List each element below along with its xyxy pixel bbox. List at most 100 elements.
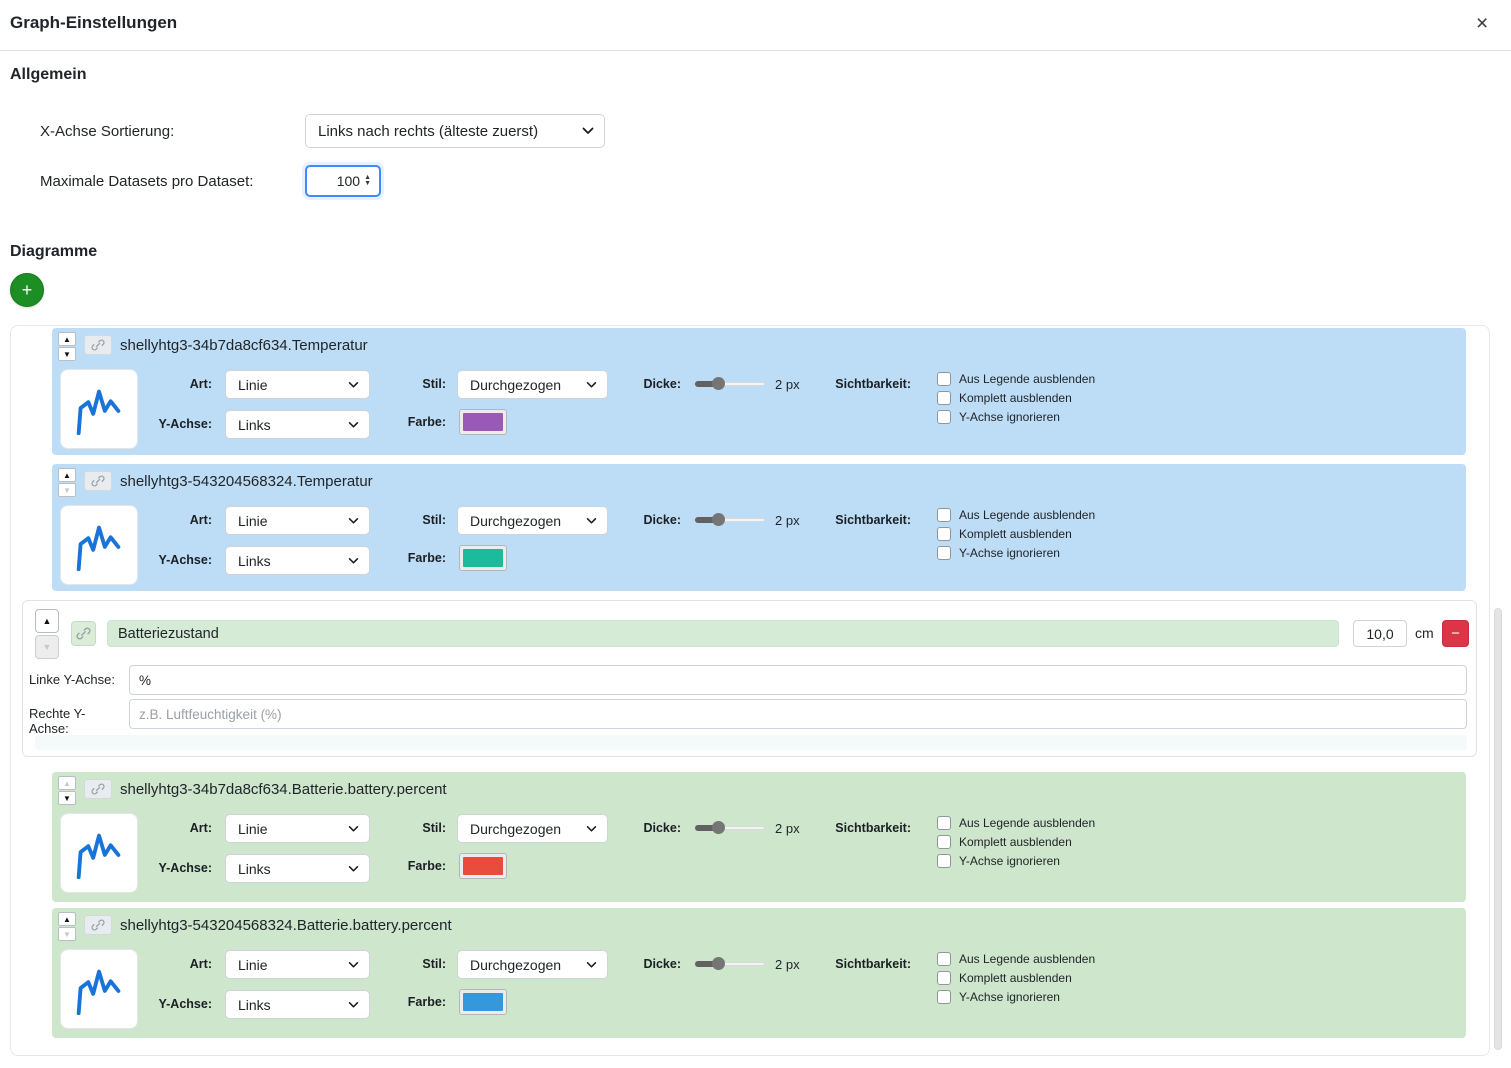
dataset-title: shellyhtg3-34b7da8cf634.Temperatur bbox=[120, 337, 368, 354]
move-down-button[interactable]: ▼ bbox=[58, 483, 76, 497]
color-swatch-button[interactable] bbox=[459, 989, 507, 1015]
scrollbar-thumb[interactable] bbox=[1494, 608, 1502, 1050]
slider-knob[interactable] bbox=[712, 821, 725, 834]
link-icon-button[interactable] bbox=[84, 915, 112, 935]
checkbox-komplett[interactable] bbox=[937, 391, 951, 405]
checkbox-komplett[interactable] bbox=[937, 971, 951, 985]
x-axis-sort-select[interactable]: Links nach rechts (älteste zuerst) bbox=[305, 114, 605, 148]
left-axis-input[interactable] bbox=[129, 665, 1467, 695]
art-select[interactable]: Linie bbox=[225, 814, 370, 843]
y-axis-label: Y-Achse: bbox=[158, 997, 213, 1011]
unit-label: cm bbox=[1415, 625, 1434, 641]
checkbox-aus-legende[interactable] bbox=[937, 508, 951, 522]
chart-height-input[interactable] bbox=[1353, 620, 1407, 647]
dataset-card: ▲ ▼ shellyhtg3-34b7da8cf634.Batterie.bat… bbox=[52, 772, 1466, 902]
slider-fill bbox=[695, 961, 721, 967]
close-icon[interactable]: × bbox=[1476, 12, 1489, 35]
chevron-down-icon bbox=[348, 517, 359, 524]
art-value: Linie bbox=[238, 376, 268, 393]
style-select[interactable]: Durchgezogen bbox=[457, 950, 608, 979]
thickness-value: 2 px bbox=[775, 821, 800, 836]
chevron-down-icon bbox=[348, 825, 359, 832]
color-swatch-button[interactable] bbox=[459, 409, 507, 435]
style-value: Durchgezogen bbox=[470, 956, 562, 973]
visibility-option-row: Komplett ausblenden bbox=[937, 971, 1095, 985]
move-up-button[interactable]: ▲ bbox=[58, 332, 76, 346]
slider-knob[interactable] bbox=[712, 957, 725, 970]
color-label: Farbe: bbox=[407, 415, 446, 429]
remove-chart-button[interactable]: − bbox=[1442, 620, 1469, 647]
visibility-option-row: Aus Legende ausblenden bbox=[937, 508, 1095, 522]
checkbox-y-achse[interactable] bbox=[937, 410, 951, 424]
triangle-up-icon: ▲ bbox=[63, 334, 71, 344]
checkbox-aus-legende[interactable] bbox=[937, 372, 951, 386]
checkbox-y-achse[interactable] bbox=[937, 546, 951, 560]
style-select[interactable]: Durchgezogen bbox=[457, 814, 608, 843]
style-label: Stil: bbox=[422, 377, 446, 391]
sparkline-icon bbox=[76, 525, 121, 572]
y-axis-select[interactable]: Links bbox=[225, 990, 370, 1019]
move-up-button[interactable]: ▲ bbox=[58, 776, 76, 790]
y-axis-select[interactable]: Links bbox=[225, 546, 370, 575]
art-select[interactable]: Linie bbox=[225, 950, 370, 979]
thickness-slider[interactable] bbox=[695, 821, 765, 834]
visibility-label: Sichtbarkeit: bbox=[835, 821, 911, 835]
checkbox-label: Y-Achse ignorieren bbox=[959, 990, 1060, 1004]
dataset-title: shellyhtg3-543204568324.Batterie.battery… bbox=[120, 917, 452, 934]
y-axis-value: Links bbox=[238, 552, 271, 569]
link-icon-button[interactable] bbox=[84, 471, 112, 491]
triangle-down-icon: ▼ bbox=[63, 929, 71, 939]
style-select[interactable]: Durchgezogen bbox=[457, 370, 608, 399]
checkbox-aus-legende[interactable] bbox=[937, 816, 951, 830]
checkbox-y-achse[interactable] bbox=[937, 990, 951, 1004]
max-datasets-input[interactable]: 100 ▲ ▼ bbox=[305, 165, 381, 197]
art-label: Art: bbox=[189, 957, 212, 971]
y-axis-label: Y-Achse: bbox=[158, 861, 213, 875]
number-spinner[interactable]: ▲ ▼ bbox=[364, 174, 371, 187]
chart-name-input[interactable] bbox=[107, 620, 1339, 647]
thickness-slider[interactable] bbox=[695, 377, 765, 390]
y-axis-select[interactable]: Links bbox=[225, 410, 370, 439]
thickness-slider[interactable] bbox=[695, 957, 765, 970]
y-axis-value: Links bbox=[238, 416, 271, 433]
move-down-button[interactable]: ▼ bbox=[58, 927, 76, 941]
link-icon-button[interactable] bbox=[84, 335, 112, 355]
panel-move-up-button[interactable]: ▲ bbox=[35, 609, 59, 633]
right-axis-input[interactable] bbox=[129, 699, 1467, 729]
link-icon-button[interactable] bbox=[84, 779, 112, 799]
link-icon bbox=[91, 339, 105, 351]
y-axis-select[interactable]: Links bbox=[225, 854, 370, 883]
panel-move-down-button[interactable]: ▼ bbox=[35, 635, 59, 659]
color-swatch-button[interactable] bbox=[459, 545, 507, 571]
dataset-card: ▲ ▼ shellyhtg3-543204568324.Batterie.bat… bbox=[52, 908, 1466, 1038]
max-datasets-value: 100 bbox=[336, 173, 361, 189]
style-value: Durchgezogen bbox=[470, 820, 562, 837]
checkbox-komplett[interactable] bbox=[937, 835, 951, 849]
art-select[interactable]: Linie bbox=[225, 506, 370, 535]
checkbox-label: Aus Legende ausblenden bbox=[959, 952, 1096, 966]
visibility-option-row: Komplett ausblenden bbox=[937, 391, 1095, 405]
color-chip bbox=[463, 549, 503, 567]
art-value: Linie bbox=[238, 820, 268, 837]
slider-knob[interactable] bbox=[712, 513, 725, 526]
color-swatch-button[interactable] bbox=[459, 853, 507, 879]
thickness-slider[interactable] bbox=[695, 513, 765, 526]
move-up-button[interactable]: ▲ bbox=[58, 912, 76, 926]
checkbox-y-achse[interactable] bbox=[937, 854, 951, 868]
checkbox-label: Y-Achse ignorieren bbox=[959, 410, 1060, 424]
add-diagram-button[interactable]: + bbox=[10, 273, 44, 307]
dataset-title: shellyhtg3-543204568324.Temperatur bbox=[120, 473, 373, 490]
link-icon-button[interactable] bbox=[71, 621, 96, 646]
visibility-option-row: Aus Legende ausblenden bbox=[937, 816, 1095, 830]
move-up-button[interactable]: ▲ bbox=[58, 468, 76, 482]
art-select[interactable]: Linie bbox=[225, 370, 370, 399]
style-select[interactable]: Durchgezogen bbox=[457, 506, 608, 535]
move-down-button[interactable]: ▼ bbox=[58, 347, 76, 361]
move-down-button[interactable]: ▼ bbox=[58, 791, 76, 805]
thickness-value: 2 px bbox=[775, 377, 800, 392]
chevron-down-icon bbox=[586, 381, 597, 388]
y-axis-value: Links bbox=[238, 860, 271, 877]
checkbox-komplett[interactable] bbox=[937, 527, 951, 541]
slider-knob[interactable] bbox=[712, 377, 725, 390]
checkbox-aus-legende[interactable] bbox=[937, 952, 951, 966]
